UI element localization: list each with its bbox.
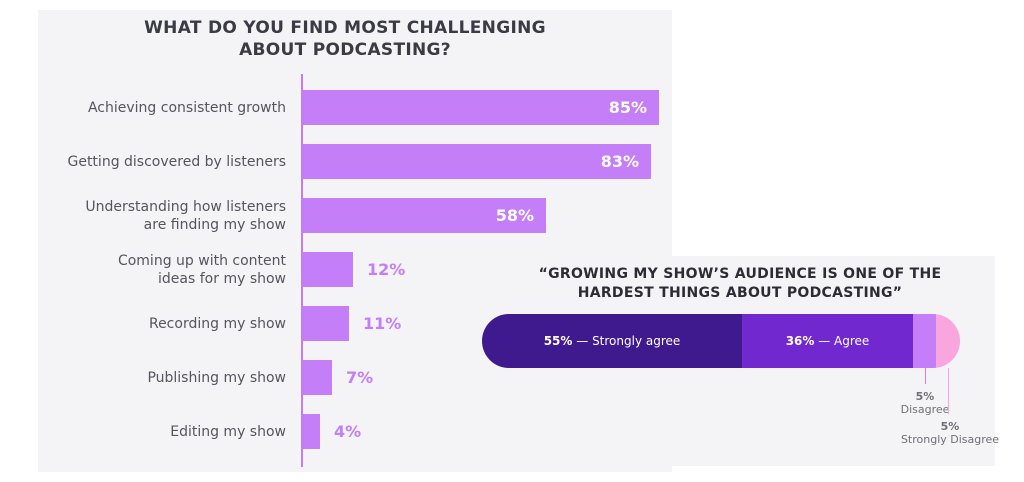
category-label-line: Publishing my show [147,369,286,386]
value-label: 7% [346,368,374,387]
category-label-line: are finding my show [143,216,286,233]
category-label-line: Understanding how listeners [85,198,286,215]
category-label-line: ideas for my show [158,270,286,287]
main-chart-title: WHAT DO YOU FIND MOST CHALLENGING ABOUT … [120,17,570,61]
stack-segment-label: 36% — Agree [742,314,913,368]
category-label-line: Editing my show [170,423,286,440]
value-label: 83% [600,152,639,171]
category-label-line: Getting discovered by listeners [67,153,286,170]
stack-callout-label: 5% Strongly Disagree [895,420,1005,446]
value-label: 11% [363,314,402,333]
category-label-line: Coming up with content [117,252,286,269]
stack-callout-name: Disagree [900,403,950,416]
value-label: 85% [608,98,647,117]
stack-segment [913,314,936,368]
stack-segment-label: 55% — Strongly agree [482,314,742,368]
stack-segment [482,314,742,368]
audience-stacked-bar: 55% — Strongly agree 36% — Agree [482,314,960,368]
audience-chart-title: “GROWING MY SHOW’S AUDIENCE IS ONE OF TH… [490,265,990,303]
bar [303,90,659,125]
bar [303,306,349,341]
audience-chart-title-line-2: HARDEST THINGS ABOUT PODCASTING” [577,285,903,301]
bar [303,414,320,449]
bar [303,198,546,233]
value-label: 12% [367,260,406,279]
stack-segment-value: 55% [543,334,573,348]
bar [303,252,353,287]
stack-callout-label: 5% Disagree [890,390,960,416]
category-label: Recording my show [149,315,286,333]
bar-axis-line [301,74,303,467]
category-label: Publishing my show [147,369,286,387]
category-label-line: Achieving consistent growth [87,99,286,116]
leader-line [948,368,949,414]
category-label: Achieving consistent growth [88,99,286,117]
value-label: 4% [334,422,362,441]
main-chart-title-line-2: ABOUT PODCASTING? [239,40,451,60]
stack-segment-name: — Strongly agree [572,334,681,348]
main-chart-title-line-1: WHAT DO YOU FIND MOST CHALLENGING [144,18,546,38]
stack-callout-value: 5% [940,420,960,433]
category-label: Editing my show [170,423,286,441]
stack-segment-name: — Agree [814,334,870,348]
audience-chart-title-line-1: “GROWING MY SHOW’S AUDIENCE IS ONE OF TH… [538,266,942,282]
bar [303,144,651,179]
stack-segment-value: 36% [785,334,815,348]
category-label: Understanding how listeners are finding m… [85,198,286,234]
category-label: Coming up with content ideas for my show [118,252,286,288]
leader-line [925,368,926,384]
stack-callout-name: Strongly Disagree [900,433,1000,446]
category-label: Getting discovered by listeners [67,153,286,171]
stack-segment [742,314,913,368]
category-label-line: Recording my show [148,315,286,332]
bar [303,360,332,395]
stack-callout-value: 5% [915,390,935,403]
value-label: 58% [495,206,534,225]
stack-segment [936,314,960,368]
